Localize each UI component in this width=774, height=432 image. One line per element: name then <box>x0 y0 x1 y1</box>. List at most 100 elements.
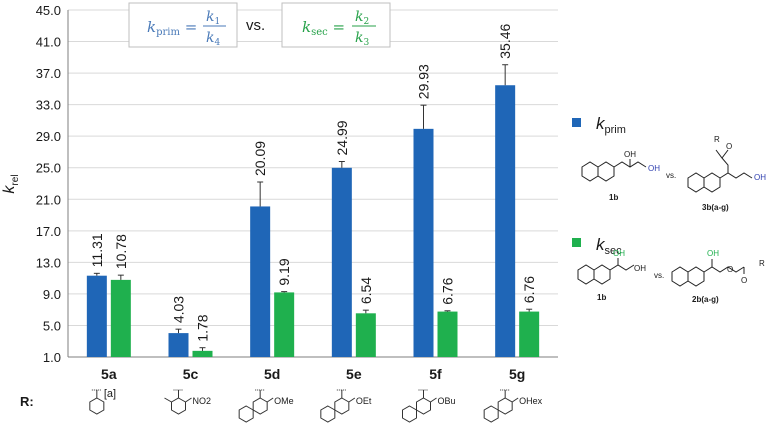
ring-a <box>89 397 105 415</box>
svg-text:ksec =: ksec = <box>302 18 345 38</box>
formula-prim-lhs-sub: prim <box>156 27 180 38</box>
grid-lines <box>68 9 558 326</box>
bar-ksec-5f <box>437 311 458 357</box>
data-label-kprim-5e: 24.99 <box>334 120 350 155</box>
formula-sec-box: ksec = k2 k3 <box>281 2 391 48</box>
r-structure-5g <box>483 389 519 423</box>
r-structure-5e <box>320 389 356 423</box>
axes: 1.05.09.013.017.021.025.029.033.037.041.… <box>36 3 558 365</box>
data-label-ksec-5e: 6.54 <box>358 277 374 304</box>
data-label-kprim-5a: 11.31 <box>89 233 105 267</box>
sec-right-o: O <box>727 265 733 274</box>
ring-a <box>497 397 513 415</box>
ring-a <box>334 397 350 415</box>
naphthalene-1b-prim-icon <box>581 159 647 182</box>
legend-item-prim: kprim <box>572 114 626 136</box>
data-label-kprim-5g: 35.46 <box>497 23 513 58</box>
svg-text:k4: k4 <box>206 30 220 48</box>
y-tick-label: 41.0 <box>36 35 61 50</box>
bar-ksec-5a <box>110 279 131 357</box>
sec-right-r: R <box>759 259 765 268</box>
sec-left-label: 1b <box>597 293 606 302</box>
svg-text:kprim: kprim <box>596 114 626 136</box>
ring-b <box>483 405 499 423</box>
legend-structure-prim <box>581 149 753 193</box>
category-labels: 5a 5c 5d 5e 5f 5g <box>101 366 525 382</box>
formula-sec-den: k <box>355 30 363 46</box>
svg-text:ksec: ksec <box>596 235 622 257</box>
ring-a <box>171 397 186 415</box>
r-row-label: R: <box>20 394 34 409</box>
legend-structure-sec-text: OH OH 1b vs. OH O O R 2b(a-g) <box>597 249 765 304</box>
r-substituent-label: NO2 <box>193 396 212 406</box>
y-tick-label: 13.0 <box>36 255 61 270</box>
legend-structure-sec <box>577 258 745 287</box>
data-labels: 11.31 10.78 4.03 1.78 20.09 9.19 24.99 6.54 29.9… <box>89 23 537 341</box>
r-substituent-label: OMe <box>274 396 294 406</box>
ring-b <box>238 405 254 423</box>
formula-vs: vs. <box>246 17 265 34</box>
formula-prim-num: k <box>206 9 214 25</box>
formula-sec-num-sub: 2 <box>363 17 369 27</box>
prim-right-o: O <box>726 142 732 151</box>
r-substituent-structures: [a] NO2 OMe OEt OBu OHex <box>89 388 543 423</box>
bars <box>86 85 540 358</box>
prim-right-r: R <box>714 135 720 144</box>
formula-prim-lhs: k <box>147 18 156 36</box>
bar-ksec-5e <box>355 313 376 357</box>
svg-text:k3: k3 <box>355 30 369 48</box>
prim-right-oh: OH <box>754 173 766 182</box>
bar-kprim-5d <box>250 206 271 357</box>
legend-swatch-prim <box>572 118 581 127</box>
r-structure-5a <box>89 389 105 415</box>
bar-ksec-5d <box>274 292 295 357</box>
naphthalene-3b-icon <box>687 149 753 193</box>
data-label-ksec-5a: 10.78 <box>113 234 129 269</box>
data-label-ksec-5g: 6.76 <box>521 276 537 303</box>
y-axis-label: krel <box>1 174 21 193</box>
legend-prim-main: k <box>596 114 606 133</box>
y-tick-label: 21.0 <box>36 192 61 207</box>
bar-kprim-5g <box>495 85 516 358</box>
formula-prim-den-sub: 4 <box>214 38 220 48</box>
bar-kprim-5e <box>331 167 352 357</box>
data-label-ksec-5d: 9.19 <box>276 258 292 285</box>
sec-right-oh: OH <box>707 249 719 258</box>
prim-left-oh2: OH <box>648 164 660 173</box>
r-structure-5f <box>402 389 437 423</box>
legend-swatch-sec <box>572 238 581 247</box>
sec-right-o2: O <box>741 276 747 285</box>
prim-right-label: 3b(a-g) <box>702 203 729 212</box>
data-label-ksec-5c: 1.78 <box>195 314 211 341</box>
r-footnote: [a] <box>104 388 116 400</box>
formula-prim-num-sub: 1 <box>214 17 220 27</box>
svg-text:k1: k1 <box>206 9 220 27</box>
y-tick-label: 1.0 <box>43 350 61 365</box>
naphthalene-1b-sec-icon <box>577 258 635 285</box>
category-label-5c: 5c <box>183 366 199 382</box>
sec-left-oh2: OH <box>634 264 646 273</box>
legend: kprim ksec <box>572 114 626 257</box>
svg-text:kprim =: kprim = <box>147 18 197 38</box>
svg-text:k2: k2 <box>355 9 369 27</box>
r-structure-5c <box>164 389 192 415</box>
y-tick-label: 33.0 <box>36 98 61 113</box>
category-label-5e: 5e <box>346 366 362 382</box>
data-label-kprim-5f: 29.93 <box>416 64 432 99</box>
formula-sec-lhs-sub: sec <box>311 27 328 38</box>
y-axis-label-sub: rel <box>10 174 21 185</box>
prim-left-label: 1b <box>609 193 618 202</box>
data-label-kprim-5d: 20.09 <box>252 141 268 176</box>
substituent-bond <box>430 397 437 403</box>
substituent-bond <box>511 397 519 403</box>
r-substituent-label: OEt <box>356 396 372 406</box>
y-tick-label: 9.0 <box>43 287 61 302</box>
substituent-bond <box>266 397 274 403</box>
bar-ksec-5c <box>192 350 213 357</box>
formula-sec-den-sub: 3 <box>363 38 369 48</box>
bar-ksec-5g <box>519 311 540 357</box>
y-tick-label: 45.0 <box>36 3 61 18</box>
legend-item-sec: ksec <box>572 235 622 257</box>
category-label-5f: 5f <box>429 366 442 382</box>
